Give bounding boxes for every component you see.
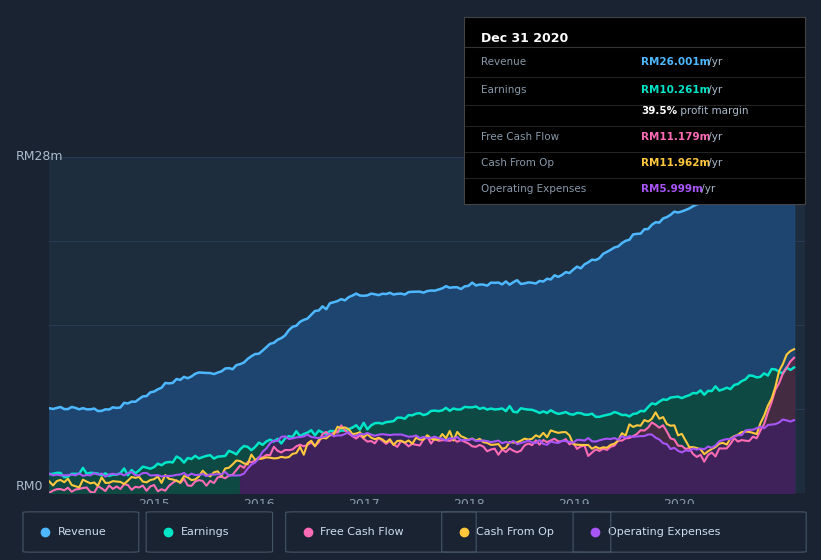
Text: RM26.001m: RM26.001m (641, 57, 710, 67)
Text: Revenue: Revenue (57, 527, 106, 537)
Text: /yr: /yr (705, 132, 722, 142)
Text: Cash From Op: Cash From Op (476, 527, 554, 537)
Text: /yr: /yr (705, 158, 722, 168)
Text: /yr: /yr (699, 184, 716, 194)
Text: RM0: RM0 (16, 480, 43, 493)
Text: Free Cash Flow: Free Cash Flow (320, 527, 404, 537)
Text: profit margin: profit margin (677, 106, 748, 115)
Text: /yr: /yr (705, 57, 722, 67)
Text: Operating Expenses: Operating Expenses (608, 527, 720, 537)
Text: RM11.179m: RM11.179m (641, 132, 710, 142)
Text: RM11.962m: RM11.962m (641, 158, 710, 168)
Text: Revenue: Revenue (481, 57, 526, 67)
Text: /yr: /yr (705, 85, 722, 95)
Text: RM28m: RM28m (16, 150, 62, 163)
Text: Operating Expenses: Operating Expenses (481, 184, 586, 194)
Text: Free Cash Flow: Free Cash Flow (481, 132, 559, 142)
Text: RM10.261m: RM10.261m (641, 85, 710, 95)
Text: 39.5%: 39.5% (641, 106, 677, 115)
Text: Cash From Op: Cash From Op (481, 158, 554, 168)
Text: Dec 31 2020: Dec 31 2020 (481, 32, 568, 45)
Text: RM5.999m: RM5.999m (641, 184, 703, 194)
Text: Earnings: Earnings (481, 85, 526, 95)
Text: Earnings: Earnings (181, 527, 229, 537)
